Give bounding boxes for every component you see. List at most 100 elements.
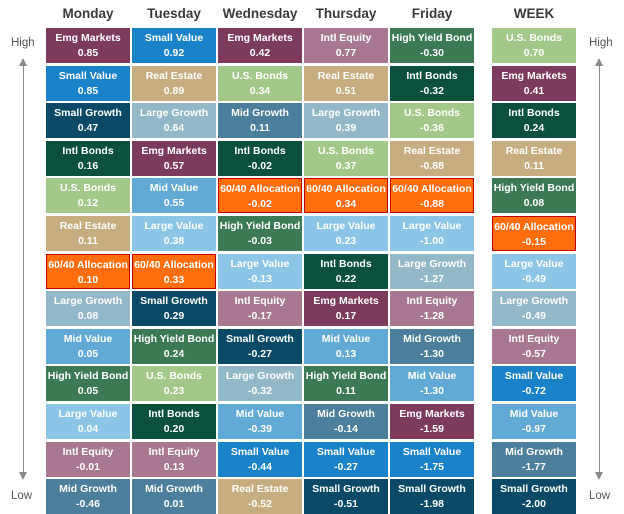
cell-return-value: -2.00 <box>522 498 546 511</box>
cell-return-value: 0.08 <box>77 310 99 323</box>
cell: Real Estate 0.11 <box>492 140 576 176</box>
cell: Large Growth 0.64 <box>132 103 216 139</box>
cell: Small Value -0.27 <box>304 441 388 477</box>
cell-return-value: -1.75 <box>420 460 444 473</box>
cell: U.S. Bonds -0.36 <box>390 103 474 139</box>
cell-return-value: -0.49 <box>522 310 546 323</box>
cell-asset-name: High Yield Bond <box>133 332 215 345</box>
cell: Mid Value 0.13 <box>304 328 388 364</box>
cell-asset-name: Mid Growth <box>317 408 375 420</box>
cell: Large Value 0.04 <box>46 404 130 439</box>
cell-asset-name: Small Growth <box>312 483 380 496</box>
cell: Small Growth 0.47 <box>46 103 130 139</box>
cell-asset-name: Intl Equity <box>62 445 114 458</box>
cell-asset-name: Real Estate <box>231 483 289 496</box>
cell-asset-name: Mid Growth <box>403 332 461 345</box>
cell-asset-name: Real Estate <box>145 69 203 82</box>
cell-asset-name: Large Growth <box>397 257 467 270</box>
cell-return-value: -0.39 <box>248 423 272 435</box>
cell-return-value: -0.27 <box>334 460 358 473</box>
cell-return-value: -0.32 <box>420 84 444 97</box>
cell: Small Growth 0.29 <box>132 291 216 327</box>
cell-return-value: 0.17 <box>335 310 357 323</box>
cell-asset-name: Large Growth <box>139 107 209 120</box>
cell: Mid Growth -1.77 <box>492 441 576 477</box>
low-label-left: Low <box>11 490 33 502</box>
cell-asset-name: Large Growth <box>53 295 123 308</box>
cell-return-value: 0.13 <box>335 347 357 360</box>
cell: Mid Growth 0.01 <box>132 479 216 514</box>
cell-asset-name: Intl Equity <box>234 295 286 308</box>
cell-asset-name: Mid Value <box>407 370 457 383</box>
cell: Mid Value -0.39 <box>218 404 302 439</box>
column-header-3: Wednesday <box>222 6 298 21</box>
cell: High Yield Bond 0.08 <box>492 178 576 214</box>
cell-return-value: 0.37 <box>335 159 357 172</box>
column-header-1: Monday <box>62 6 114 21</box>
cell: Emg Markets 0.17 <box>304 291 388 327</box>
cell-asset-name: Large Value <box>504 257 564 270</box>
cell-asset-name: Intl Bonds <box>234 144 286 157</box>
cell: Small Growth -1.98 <box>390 479 474 514</box>
arrow-down-right-icon <box>595 472 603 480</box>
cell-asset-name: Small Value <box>230 445 290 458</box>
cell: 60/40 Allocation 0.34 <box>304 178 388 214</box>
cell: Large Value 0.23 <box>304 216 388 251</box>
high-label-left: High <box>11 37 35 49</box>
cell-asset-name: Small Growth <box>398 483 466 496</box>
cell-asset-name: Emg Markets <box>399 408 465 420</box>
cell-return-value: -0.15 <box>522 236 546 248</box>
cell-return-value: 0.85 <box>77 84 99 97</box>
cell-return-value: -1.28 <box>420 310 444 323</box>
cell-asset-name: Small Growth <box>54 107 122 120</box>
cell: Emg Markets 0.41 <box>492 65 576 101</box>
cell-return-value: 0.05 <box>77 385 99 398</box>
cell: Small Growth -2.00 <box>492 479 576 514</box>
cell: High Yield Bond -0.30 <box>390 28 474 63</box>
cell-asset-name: 60/40 Allocation <box>48 258 128 271</box>
cell-asset-name: Mid Growth <box>145 483 203 496</box>
arrow-up-right-icon <box>595 58 603 66</box>
cell-asset-name: Small Value <box>316 445 376 458</box>
cell-return-value: -1.77 <box>522 460 546 473</box>
cell-asset-name: Intl Bonds <box>62 144 114 157</box>
cell-return-value: 0.89 <box>163 84 185 97</box>
cell-asset-name: Intl Bonds <box>320 257 372 270</box>
cell: Emg Markets 0.57 <box>132 140 216 176</box>
cell: Mid Growth -0.14 <box>304 404 388 439</box>
cell: Real Estate 0.51 <box>304 65 388 101</box>
cell-asset-name: Small Value <box>402 445 462 458</box>
cell-return-value: 0.51 <box>335 84 357 97</box>
cell-return-value: -0.27 <box>248 347 272 360</box>
cell: Mid Growth -1.30 <box>390 328 474 364</box>
cell-return-value: 0.10 <box>77 273 99 286</box>
cell: Intl Bonds 0.20 <box>132 404 216 439</box>
low-label-right: Low <box>589 490 611 502</box>
cell-return-value: 0.34 <box>249 84 271 97</box>
cell-asset-name: U.S. Bonds <box>403 107 460 120</box>
cell: Mid Value -1.30 <box>390 366 474 402</box>
cell: Emg Markets -1.59 <box>390 404 474 439</box>
cell-return-value: -0.32 <box>248 385 272 398</box>
cell-asset-name: Intl Bonds <box>148 408 200 420</box>
cell-asset-name: Emg Markets <box>141 144 207 157</box>
cell-asset-name: U.S. Bonds <box>505 32 562 44</box>
cell-asset-name: Large Value <box>230 257 290 270</box>
cell-return-value: 0.64 <box>163 122 185 135</box>
cell-return-value: -0.97 <box>522 423 546 435</box>
cell-return-value: 0.38 <box>163 235 185 247</box>
cell-asset-name: Mid Value <box>63 332 113 345</box>
cell: Small Growth -0.27 <box>218 328 302 364</box>
cell: Large Value -0.13 <box>218 253 302 289</box>
cell-return-value: 0.16 <box>77 159 99 172</box>
cell-asset-name: Mid Growth <box>231 107 289 120</box>
cell-return-value: 0.42 <box>249 47 271 59</box>
cell-return-value: 0.08 <box>523 197 545 210</box>
cell: Intl Equity -0.57 <box>492 328 576 364</box>
cell-asset-name: Emg Markets <box>227 32 293 44</box>
cell-asset-name: Intl Equity <box>320 32 372 44</box>
cell-return-value: -0.46 <box>76 498 100 511</box>
cell: Intl Equity 0.77 <box>304 28 388 63</box>
cell-return-value: -0.02 <box>248 198 272 211</box>
cell: Small Value 0.85 <box>46 65 130 101</box>
